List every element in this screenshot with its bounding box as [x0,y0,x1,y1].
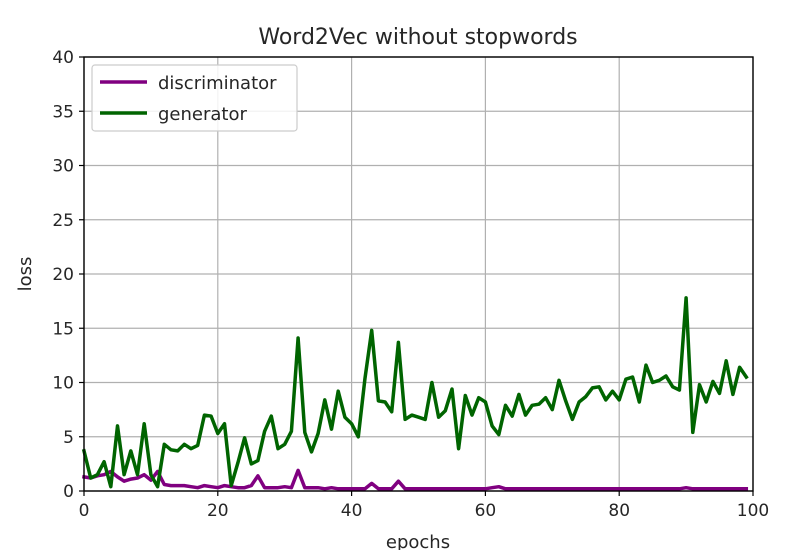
series-lines [81,296,749,491]
x-tick-label: 20 [207,501,229,521]
series-line-generator [81,296,749,489]
y-tick-label: 35 [52,102,74,122]
legend: discriminator generator [91,64,298,132]
axis-ticks: 0 20 40 60 80 100 0 5 10 15 20 25 30 35 40 [52,48,769,521]
legend-label-discriminator: discriminator [158,73,277,94]
x-tick-label: 80 [608,501,630,521]
series-line-discriminator [81,468,749,491]
y-axis-label: loss [15,257,36,292]
y-tick-label: 30 [52,157,74,177]
x-tick-label: 40 [341,501,363,521]
y-tick-label: 0 [63,482,74,502]
y-tick-label: 20 [52,265,74,285]
legend-label-generator: generator [158,104,247,125]
x-tick-label: 0 [79,501,90,521]
y-tick-label: 25 [52,211,74,231]
x-tick-label: 100 [737,501,769,521]
x-tick-label: 60 [475,501,497,521]
chart-title: Word2Vec without stopwords [258,25,577,50]
y-tick-label: 5 [63,428,74,448]
y-tick-label: 10 [52,374,74,394]
x-axis-label: epochs [386,532,450,550]
y-tick-label: 40 [52,48,74,68]
y-tick-label: 15 [52,319,74,339]
